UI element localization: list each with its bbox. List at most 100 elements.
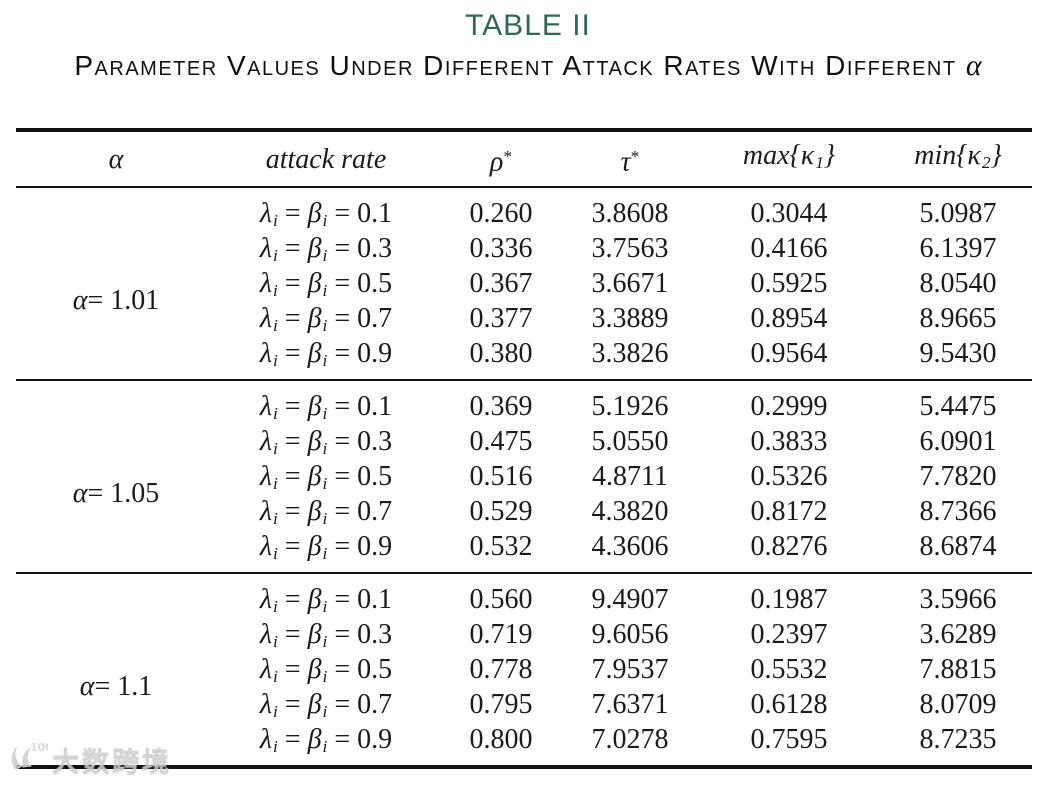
min-kappa2-value: 8.7235 (919, 724, 997, 755)
math-segment: β (307, 426, 322, 457)
math-segment: i (272, 439, 278, 459)
attack-rate-value: 0.9 (357, 338, 393, 369)
math-segment: = (277, 496, 308, 527)
math-segment: i (322, 316, 328, 336)
math-segment: α (72, 477, 88, 509)
min-kappa2-value: 8.6874 (919, 531, 997, 562)
attack-rate-value: 0.3 (357, 426, 393, 457)
min-kappa2-value: 6.0901 (919, 426, 997, 457)
min-kappa2-value: 7.8815 (919, 654, 997, 685)
math-segment: α (79, 670, 95, 702)
max-kappa1-value: 0.4166 (750, 233, 828, 264)
min-kappa2-value: 8.9665 (919, 303, 997, 334)
math-segment: i (322, 439, 328, 459)
math-segment: β (307, 531, 322, 562)
math-segment: i (272, 509, 278, 529)
math-segment: = (327, 654, 358, 685)
math-segment: = (327, 584, 358, 615)
alpha-label: α = 1.1 (16, 582, 216, 757)
math-segment: ρ (489, 146, 504, 178)
math-segment: β (307, 338, 322, 369)
tau-star-value: 5.1926 (591, 391, 669, 422)
math-segment: i (272, 281, 278, 301)
max-kappa1-value: 0.9564 (750, 338, 828, 369)
tau-star-value: 3.3826 (591, 338, 669, 369)
attack-rate-cell: λi = βi = 0.7 (216, 687, 436, 722)
math-segment: = (277, 584, 308, 615)
math-segment: i (322, 667, 328, 687)
math-segment: i (322, 509, 328, 529)
math-segment: α (72, 284, 88, 316)
math-segment: β (307, 584, 322, 615)
math-segment: i (322, 632, 328, 652)
math-segment: = (327, 496, 358, 527)
alpha-label: α = 1.05 (16, 389, 216, 564)
attack-rate-value: 0.5 (357, 461, 393, 492)
math-segment: i (322, 404, 328, 424)
parameter-table: α attack rate ρ* τ* max{κ1} min{κ2} α = 1.01 λ… (16, 128, 1032, 769)
rho-star-value: 0.532 (469, 531, 533, 562)
attack-rate-value: 0.9 (357, 531, 393, 562)
max-kappa1-value: 0.1987 (750, 584, 828, 615)
math-segment: = (277, 268, 308, 299)
attack-rate-cell: λi = βi = 0.3 (216, 231, 436, 266)
max-kappa1-value: 0.8954 (750, 303, 828, 334)
rho-star-value: 0.529 (469, 496, 533, 527)
tau-star-value: 3.7563 (591, 233, 669, 264)
max-kappa1-value: 0.8172 (750, 496, 828, 527)
max-kappa1-value: 0.8276 (750, 531, 828, 562)
attack-rate-cell: λi = βi = 0.9 (216, 529, 436, 564)
attack-rate-cell: λi = βi = 0.1 (216, 389, 436, 424)
rho-star-value: 0.560 (469, 584, 533, 615)
attack-rate-cell: λi = βi = 0.5 (216, 459, 436, 494)
attack-rate-cell: λi = βi = 0.7 (216, 301, 436, 336)
math-segment: i (272, 544, 278, 564)
attack-rate-value: 0.5 (357, 654, 393, 685)
attack-rate-value: 0.3 (357, 233, 393, 264)
header-alpha: α (16, 142, 216, 177)
attack-rate-cell: λi = βi = 0.9 (216, 722, 436, 757)
min-kappa2-value: 7.7820 (919, 461, 997, 492)
table-caption-alpha: α (965, 49, 982, 82)
rho-star-value: 0.380 (469, 338, 533, 369)
math-segment: i (272, 702, 278, 722)
header-attack-rate: attack rate (216, 142, 436, 177)
min-kappa2-value: 6.1397 (919, 233, 997, 264)
min-kappa2-value: 8.0709 (919, 689, 997, 720)
rho-star-value: 0.336 (469, 233, 533, 264)
math-segment: α (108, 143, 124, 175)
attack-rate-cell: λi = βi = 0.3 (216, 424, 436, 459)
math-segment: = (277, 689, 308, 720)
math-segment: = (327, 724, 358, 755)
math-segment: i (272, 211, 278, 231)
tau-star-value: 3.8608 (591, 198, 669, 229)
rho-star-value: 0.800 (469, 724, 533, 755)
min-kappa2-value: 3.6289 (919, 619, 997, 650)
math-segment: i (272, 316, 278, 336)
math-segment: i (322, 737, 328, 757)
min-kappa2-value: 8.0540 (919, 268, 997, 299)
math-segment: λ (259, 584, 272, 615)
math-segment: λ (259, 619, 272, 650)
max-kappa1-value: 0.5925 (750, 268, 828, 299)
math-segment: λ (259, 303, 272, 334)
math-segment: λ (259, 198, 272, 229)
math-segment: = (327, 689, 358, 720)
alpha-block-2: α = 1.05 λi = βi = 0.1 0.369 5.1926 0.2999 5.… (16, 381, 1032, 574)
tau-star-value: 9.6056 (591, 619, 669, 650)
math-segment: i (322, 351, 328, 371)
math-segment: = (327, 338, 358, 369)
attack-rate-value: 0.1 (357, 391, 393, 422)
max-kappa1-value: 0.7595 (750, 724, 828, 755)
math-segment: λ (259, 654, 272, 685)
math-segment: = (277, 426, 308, 457)
math-segment: = 1.01 (87, 284, 160, 316)
table-title: TABLE II (465, 9, 591, 42)
math-segment: i (322, 246, 328, 266)
tau-star-value: 5.0550 (591, 426, 669, 457)
rho-star-value: 0.377 (469, 303, 533, 334)
attack-rate-value: 0.9 (357, 724, 393, 755)
math-segment: λ (259, 391, 272, 422)
math-segment: λ (259, 724, 272, 755)
min-kappa2-value: 3.5966 (919, 584, 997, 615)
